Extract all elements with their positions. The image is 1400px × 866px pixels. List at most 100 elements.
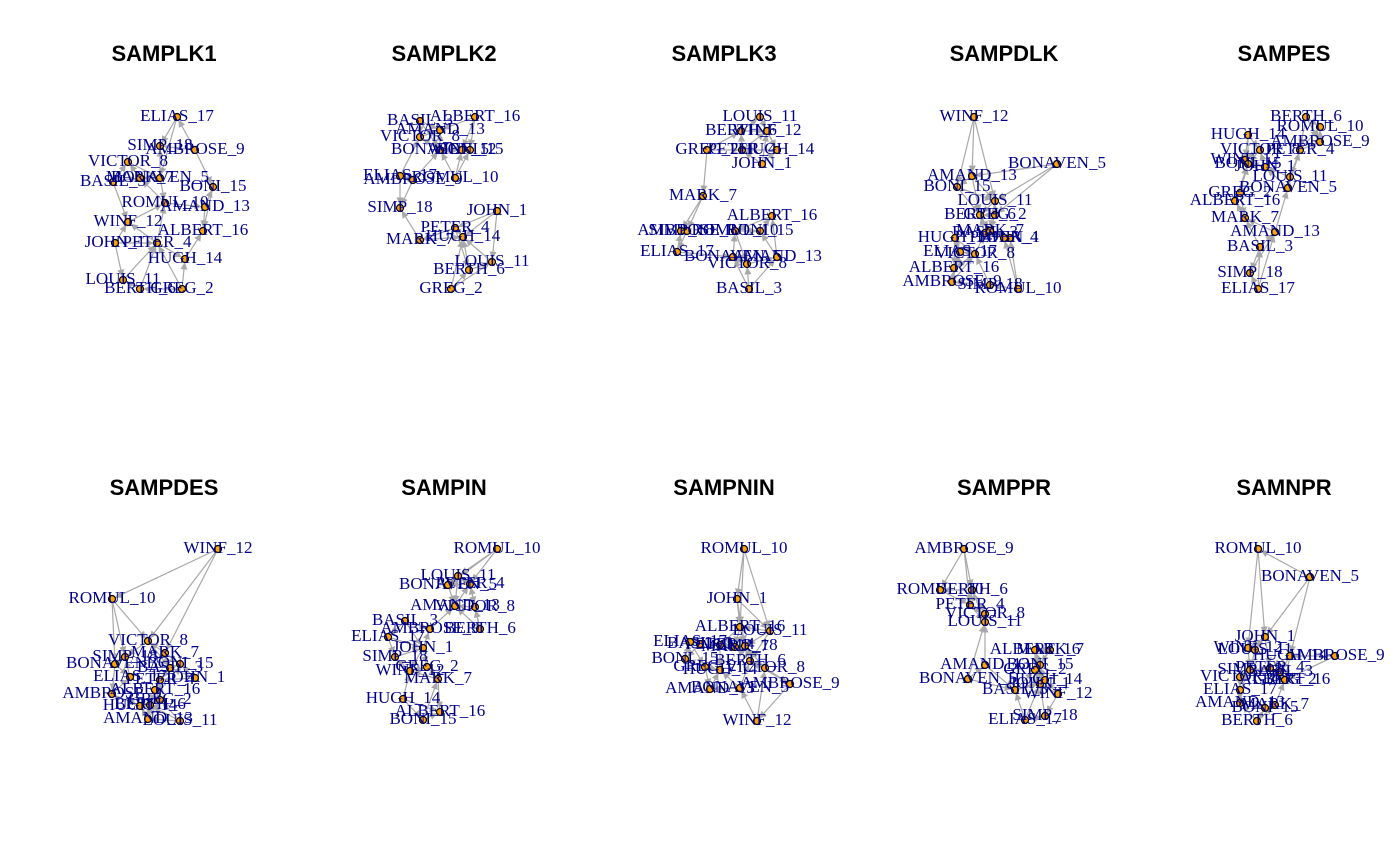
edge: [122, 245, 155, 281]
node-label: PETER_4: [126, 669, 195, 688]
edge: [111, 598, 127, 654]
node: [172, 112, 182, 122]
node-label: BONAVEN_5: [1008, 153, 1106, 172]
edge: [1008, 241, 1019, 290]
node: [1030, 665, 1040, 675]
node: [180, 254, 190, 264]
edge: [109, 663, 117, 691]
node-label: BASIL_3: [982, 679, 1048, 698]
node: [947, 277, 957, 287]
node: [422, 662, 432, 672]
node: [767, 211, 777, 221]
node-label: AMBROSE_9: [1285, 645, 1384, 664]
edge: [1266, 576, 1311, 635]
node: [1280, 675, 1290, 685]
node: [728, 252, 738, 262]
node-label: LOUIS_11: [723, 106, 798, 125]
edge: [1024, 687, 1040, 721]
node-label: MARK_7: [956, 220, 1025, 239]
edge: [975, 163, 1058, 179]
node-label: AMBROSE_9: [637, 220, 736, 239]
edges: [675, 116, 778, 290]
node: [744, 284, 754, 294]
panel-title: SAMPLK3: [671, 41, 776, 66]
node: [715, 665, 725, 675]
node-label: AMAND_13: [927, 165, 1017, 184]
edge: [748, 259, 775, 290]
node: [160, 198, 170, 208]
node: [398, 694, 408, 704]
node: [1270, 700, 1280, 710]
node: [980, 617, 990, 627]
edge: [127, 204, 163, 223]
node-label: VICTOR_8: [1220, 139, 1300, 158]
edge: [471, 548, 498, 582]
node: [453, 571, 463, 581]
node: [672, 247, 682, 257]
node: [198, 226, 208, 236]
node: [492, 544, 502, 554]
node-label: JOHN_1: [393, 637, 453, 656]
node: [418, 643, 428, 653]
node: [433, 674, 443, 684]
node-label: BERTH_6: [936, 579, 1008, 598]
edge: [423, 227, 456, 241]
node: [963, 674, 973, 684]
edge: [461, 240, 470, 271]
edge: [468, 116, 476, 147]
node: [952, 182, 962, 192]
node-label: HUGH_14: [103, 695, 178, 714]
node-label: WINF_12: [428, 139, 497, 158]
edge: [422, 682, 438, 721]
node-label: PETER_4: [436, 573, 505, 592]
node: [1243, 130, 1253, 140]
node: [415, 235, 425, 245]
edge: [112, 181, 128, 219]
node-label: WINF_12: [376, 660, 445, 679]
node: [949, 263, 959, 273]
node-label: HUGH_14: [148, 248, 223, 267]
edge: [142, 180, 166, 204]
node: [676, 226, 686, 236]
node: [143, 714, 153, 724]
edge: [180, 262, 188, 290]
node: [935, 585, 945, 595]
edge: [997, 163, 1058, 213]
node-label: SIMP_18: [1217, 659, 1282, 678]
panel-title: SAMPIN: [401, 475, 487, 500]
node: [985, 226, 995, 236]
edge: [734, 230, 747, 261]
node-label: AMAND_13: [940, 654, 1030, 673]
edge: [452, 575, 460, 603]
node: [145, 700, 155, 710]
node: [1315, 122, 1325, 132]
node-label: SIMP_18: [1012, 705, 1077, 724]
node-label: MARK_7: [701, 636, 770, 655]
node: [155, 141, 165, 151]
node-label: HUGH_14: [1211, 124, 1286, 143]
network-panel: SAMPLK2JOHN_1GREG_2BASIL_3PETER_4BONAVEN…: [363, 41, 529, 297]
node-label: SIMP_18: [367, 197, 432, 216]
node-label: LOUIS_11: [455, 251, 530, 270]
node: [1283, 183, 1293, 193]
node-label: LOUIS_11: [86, 269, 161, 288]
panel-title: SAMPLK1: [111, 41, 216, 66]
node-label: BONAVEN_5: [1239, 177, 1337, 196]
node-label: HUGH_14: [1253, 645, 1328, 664]
node-label: LOUIS_11: [733, 620, 808, 639]
panel-title: SAMPES: [1238, 41, 1331, 66]
edge: [457, 608, 481, 630]
node: [772, 252, 782, 262]
node: [1053, 689, 1063, 699]
edge: [159, 116, 178, 175]
panel-title: SAMPDES: [110, 475, 219, 500]
edge: [178, 119, 196, 151]
node: [107, 689, 117, 699]
node-label: MARK_7: [669, 185, 738, 204]
node: [492, 206, 502, 216]
edge: [1038, 687, 1046, 717]
node-label: LOUIS_11: [421, 565, 496, 584]
edge: [997, 163, 1058, 200]
panel-title: SAMPPR: [957, 475, 1051, 500]
node-label: ELIAS_17: [640, 241, 714, 260]
